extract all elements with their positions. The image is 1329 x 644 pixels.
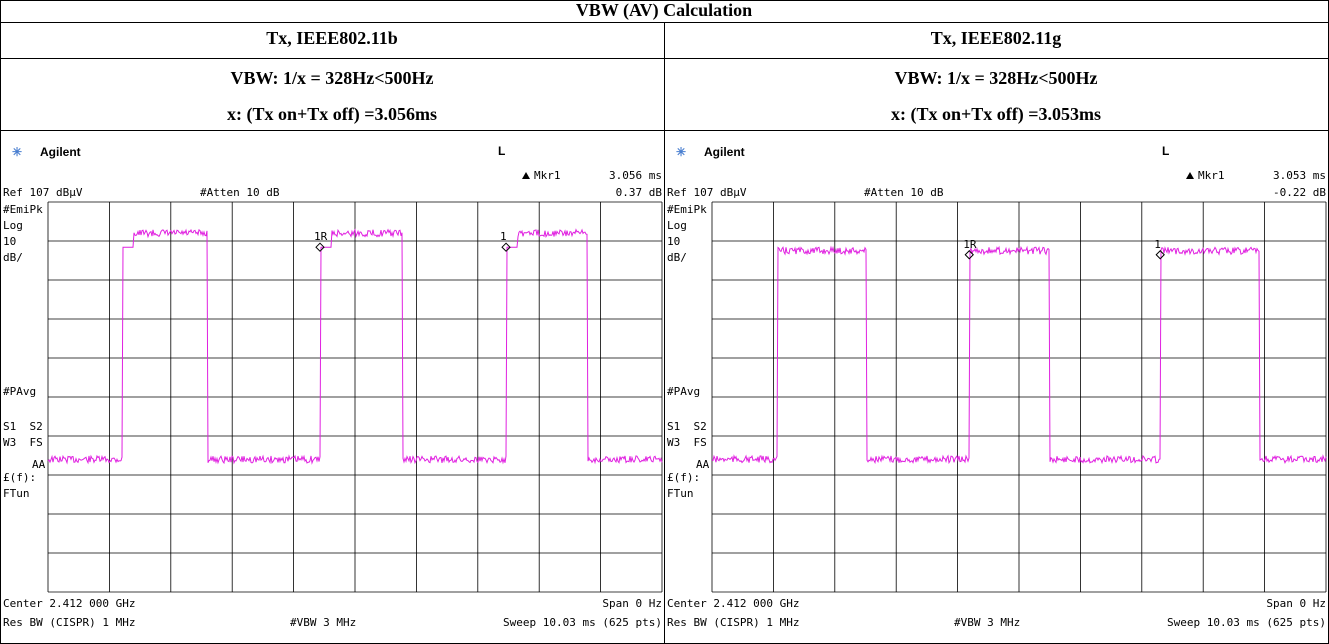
- side-label: W3 FS: [3, 436, 43, 449]
- side-label: #PAvg: [667, 385, 700, 398]
- marker-value: 3.056 ms: [609, 169, 662, 182]
- marker-label: Mkr1: [534, 169, 561, 182]
- atten: #Atten 10 dB: [864, 186, 944, 199]
- trace: [47, 228, 663, 465]
- span: Span 0 Hz: [602, 597, 662, 610]
- side-label: S1 S2: [667, 420, 707, 433]
- marker-diamond: [964, 250, 974, 260]
- side-label: £(f):: [667, 471, 700, 484]
- side-label: 10: [3, 235, 16, 248]
- marker-diamond: [1155, 250, 1165, 260]
- span: Span 0 Hz: [1266, 597, 1326, 610]
- side-label: Log: [3, 219, 23, 232]
- logo-icon: ✳: [12, 145, 22, 159]
- marker-tag: 1: [1154, 238, 1161, 251]
- brand: Agilent: [704, 145, 745, 159]
- logo-icon: ✳: [676, 145, 686, 159]
- vbw-line: VBW: 1/x = 328Hz<500Hz: [230, 68, 433, 88]
- mode: L: [1162, 144, 1169, 158]
- marker-tag: 1R: [314, 230, 328, 243]
- side-label: #EmiPk: [3, 203, 43, 216]
- trace: [711, 245, 1327, 465]
- side-label: W3 FS: [667, 436, 707, 449]
- side-label: Log: [667, 219, 687, 232]
- atten: #Atten 10 dB: [200, 186, 280, 199]
- delta-icon: [1186, 172, 1194, 179]
- side-label: #PAvg: [3, 385, 36, 398]
- marker-delta: -0.22 dB: [1273, 186, 1326, 199]
- column-header: Tx, IEEE802.11g: [931, 28, 1062, 48]
- marker-tag: 1: [500, 230, 507, 243]
- side-label: S1 S2: [3, 420, 43, 433]
- side-label: FTun: [3, 487, 30, 500]
- marker-delta: 0.37 dB: [616, 186, 663, 199]
- marker-diamond: [501, 242, 511, 252]
- side-label: dB/: [667, 251, 687, 264]
- side-label: #EmiPk: [667, 203, 707, 216]
- ref-level: Ref 107 dBµV: [667, 186, 747, 199]
- ref-level: Ref 107 dBµV: [3, 186, 83, 199]
- center-freq: Center 2.412 000 GHz: [3, 597, 135, 610]
- marker-diamond: [315, 242, 325, 252]
- delta-icon: [522, 172, 530, 179]
- x-line: x: (Tx on+Tx off) =3.056ms: [227, 104, 437, 125]
- sweep: Sweep 10.03 ms (625 pts): [1167, 616, 1326, 629]
- sweep: Sweep 10.03 ms (625 pts): [503, 616, 662, 629]
- side-label: £(f):: [3, 471, 36, 484]
- brand: Agilent: [40, 145, 81, 159]
- side-label: 10: [667, 235, 680, 248]
- vbw-line: VBW: 1/x = 328Hz<500Hz: [894, 68, 1097, 88]
- vbw-setting: #VBW 3 MHz: [290, 616, 356, 629]
- side-label: AA: [32, 458, 46, 471]
- marker-value: 3.053 ms: [1273, 169, 1326, 182]
- vbw-setting: #VBW 3 MHz: [954, 616, 1020, 629]
- rbw: Res BW (CISPR) 1 MHz: [3, 616, 135, 629]
- rbw: Res BW (CISPR) 1 MHz: [667, 616, 799, 629]
- marker-tag: 1R: [963, 238, 977, 251]
- side-label: AA: [696, 458, 710, 471]
- x-line: x: (Tx on+Tx off) =3.053ms: [891, 104, 1101, 125]
- marker-label: Mkr1: [1198, 169, 1225, 182]
- side-label: FTun: [667, 487, 694, 500]
- table-title: VBW (AV) Calculation: [576, 0, 752, 21]
- mode: L: [498, 144, 505, 158]
- side-label: dB/: [3, 251, 23, 264]
- center-freq: Center 2.412 000 GHz: [667, 597, 799, 610]
- column-header: Tx, IEEE802.11b: [266, 28, 398, 48]
